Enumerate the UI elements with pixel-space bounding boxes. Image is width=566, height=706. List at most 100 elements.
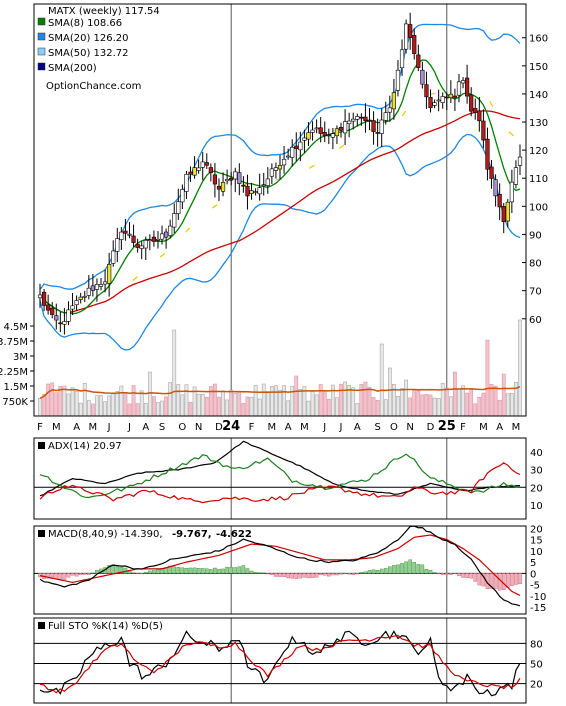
- volume-bar: [54, 392, 59, 417]
- month-label: A: [73, 422, 80, 433]
- volume-bar: [229, 389, 234, 417]
- volume-bar: [184, 384, 189, 417]
- macd-histogram-bar: [143, 571, 148, 574]
- bollinger-lower-line: [39, 133, 521, 351]
- candle-body: [326, 134, 331, 137]
- volume-bar: [294, 375, 299, 417]
- month-label: N: [195, 422, 202, 433]
- candle-body: [497, 193, 502, 208]
- macd-histogram-bar: [473, 573, 478, 582]
- volume-bar: [147, 371, 152, 417]
- volume-tick-label: 2.25M: [0, 367, 28, 378]
- candle-body: [90, 285, 95, 291]
- candle-body: [452, 95, 458, 98]
- macd-histogram-bar: [298, 573, 303, 579]
- candle-body: [338, 126, 344, 131]
- macd-line: [39, 525, 521, 607]
- candle-body: [485, 138, 490, 170]
- month-label: D: [215, 422, 223, 433]
- candle-body: [399, 49, 405, 69]
- price-tick-label: 100: [529, 202, 548, 213]
- volume-bar: [107, 395, 112, 417]
- macd-histogram-bar: [70, 573, 75, 576]
- candle-body: [501, 206, 506, 223]
- volume-bar: [355, 403, 360, 417]
- volume-bar: [424, 394, 429, 417]
- candle-body: [233, 171, 238, 180]
- candle-body: [294, 145, 299, 149]
- candle-body: [245, 185, 250, 197]
- macd-histogram-bar: [180, 567, 185, 574]
- candle-body: [70, 305, 75, 310]
- candle-body: [363, 116, 368, 122]
- volume-bar: [225, 399, 229, 417]
- macd-histogram-bar: [135, 572, 140, 574]
- volume-bar: [274, 385, 278, 417]
- volume-bar: [196, 393, 201, 417]
- volume-bar: [233, 392, 238, 417]
- sto-legend: Full STO %K(14) %D(5): [48, 621, 163, 632]
- macd-histogram-bar: [257, 572, 262, 574]
- macd-tick-label: 10: [530, 547, 543, 558]
- candle-body: [82, 295, 87, 298]
- volume-bar: [139, 390, 144, 417]
- macd-histogram-bar: [501, 573, 506, 590]
- candle-body: [387, 107, 392, 113]
- month-label: O: [390, 422, 398, 433]
- source-watermark: OptionChance.com: [46, 81, 141, 92]
- macd-histogram-bar: [286, 573, 290, 579]
- adx-legend: ADX(14) 20.97: [48, 441, 122, 452]
- macd-histogram-bar: [217, 568, 221, 574]
- volume-bar: [213, 383, 217, 417]
- adx-series-di: [39, 453, 521, 499]
- macd-histogram-bar: [379, 568, 384, 574]
- candle-body: [131, 235, 136, 243]
- macd-histogram-bar: [172, 566, 177, 574]
- macd-histogram-bar: [148, 570, 152, 574]
- volume-bar: [335, 397, 339, 417]
- macd-histogram-bar: [327, 573, 331, 577]
- candle-body: [440, 96, 445, 103]
- volume-bar: [396, 395, 400, 417]
- macd-histogram-bar: [270, 573, 274, 575]
- volume-bar: [168, 382, 173, 417]
- macd-histogram-bar: [420, 564, 425, 574]
- volume-bar: [473, 403, 478, 417]
- macd-histogram-bar: [95, 569, 99, 574]
- chart-title: MATX (weekly) 117.54: [48, 6, 160, 17]
- volume-bar: [371, 397, 376, 417]
- candle-body: [54, 315, 59, 321]
- candle-body: [135, 243, 140, 248]
- volume-bar: [265, 391, 270, 417]
- price-tick-label: 150: [529, 62, 548, 73]
- macd-legend: MACD(8,40,9) -14.390,: [48, 529, 163, 540]
- macd-histogram-bar: [359, 572, 364, 574]
- macd-histogram-bar: [290, 573, 295, 579]
- volume-bar: [270, 386, 274, 417]
- macd-histogram-bar: [440, 573, 445, 576]
- volume-bar: [448, 396, 453, 417]
- volume-bar: [290, 385, 295, 417]
- volume-bar: [143, 403, 148, 417]
- month-label: M: [52, 422, 61, 433]
- macd-histogram-bar: [213, 567, 217, 574]
- macd-histogram-bar: [469, 573, 473, 579]
- macd-histogram-bar: [347, 573, 351, 575]
- candle-body: [351, 118, 356, 122]
- volume-bar: [62, 385, 67, 417]
- macd-histogram-bar: [152, 570, 156, 574]
- volume-bar: [465, 392, 469, 417]
- macd-histogram-bar: [233, 567, 238, 574]
- macd-histogram-bar: [505, 573, 510, 588]
- candle-body: [184, 173, 189, 192]
- candle-body: [172, 213, 177, 228]
- candle-body: [330, 133, 335, 138]
- legend-swatch: [37, 32, 46, 41]
- month-label: A: [496, 422, 503, 433]
- price-tick-label: 60: [529, 315, 542, 326]
- price-tick-label: 140: [529, 90, 548, 101]
- macd-histogram-bar: [424, 568, 429, 574]
- legend-entry: SMA(50) 132.72: [48, 48, 129, 59]
- volume-bar: [379, 343, 384, 417]
